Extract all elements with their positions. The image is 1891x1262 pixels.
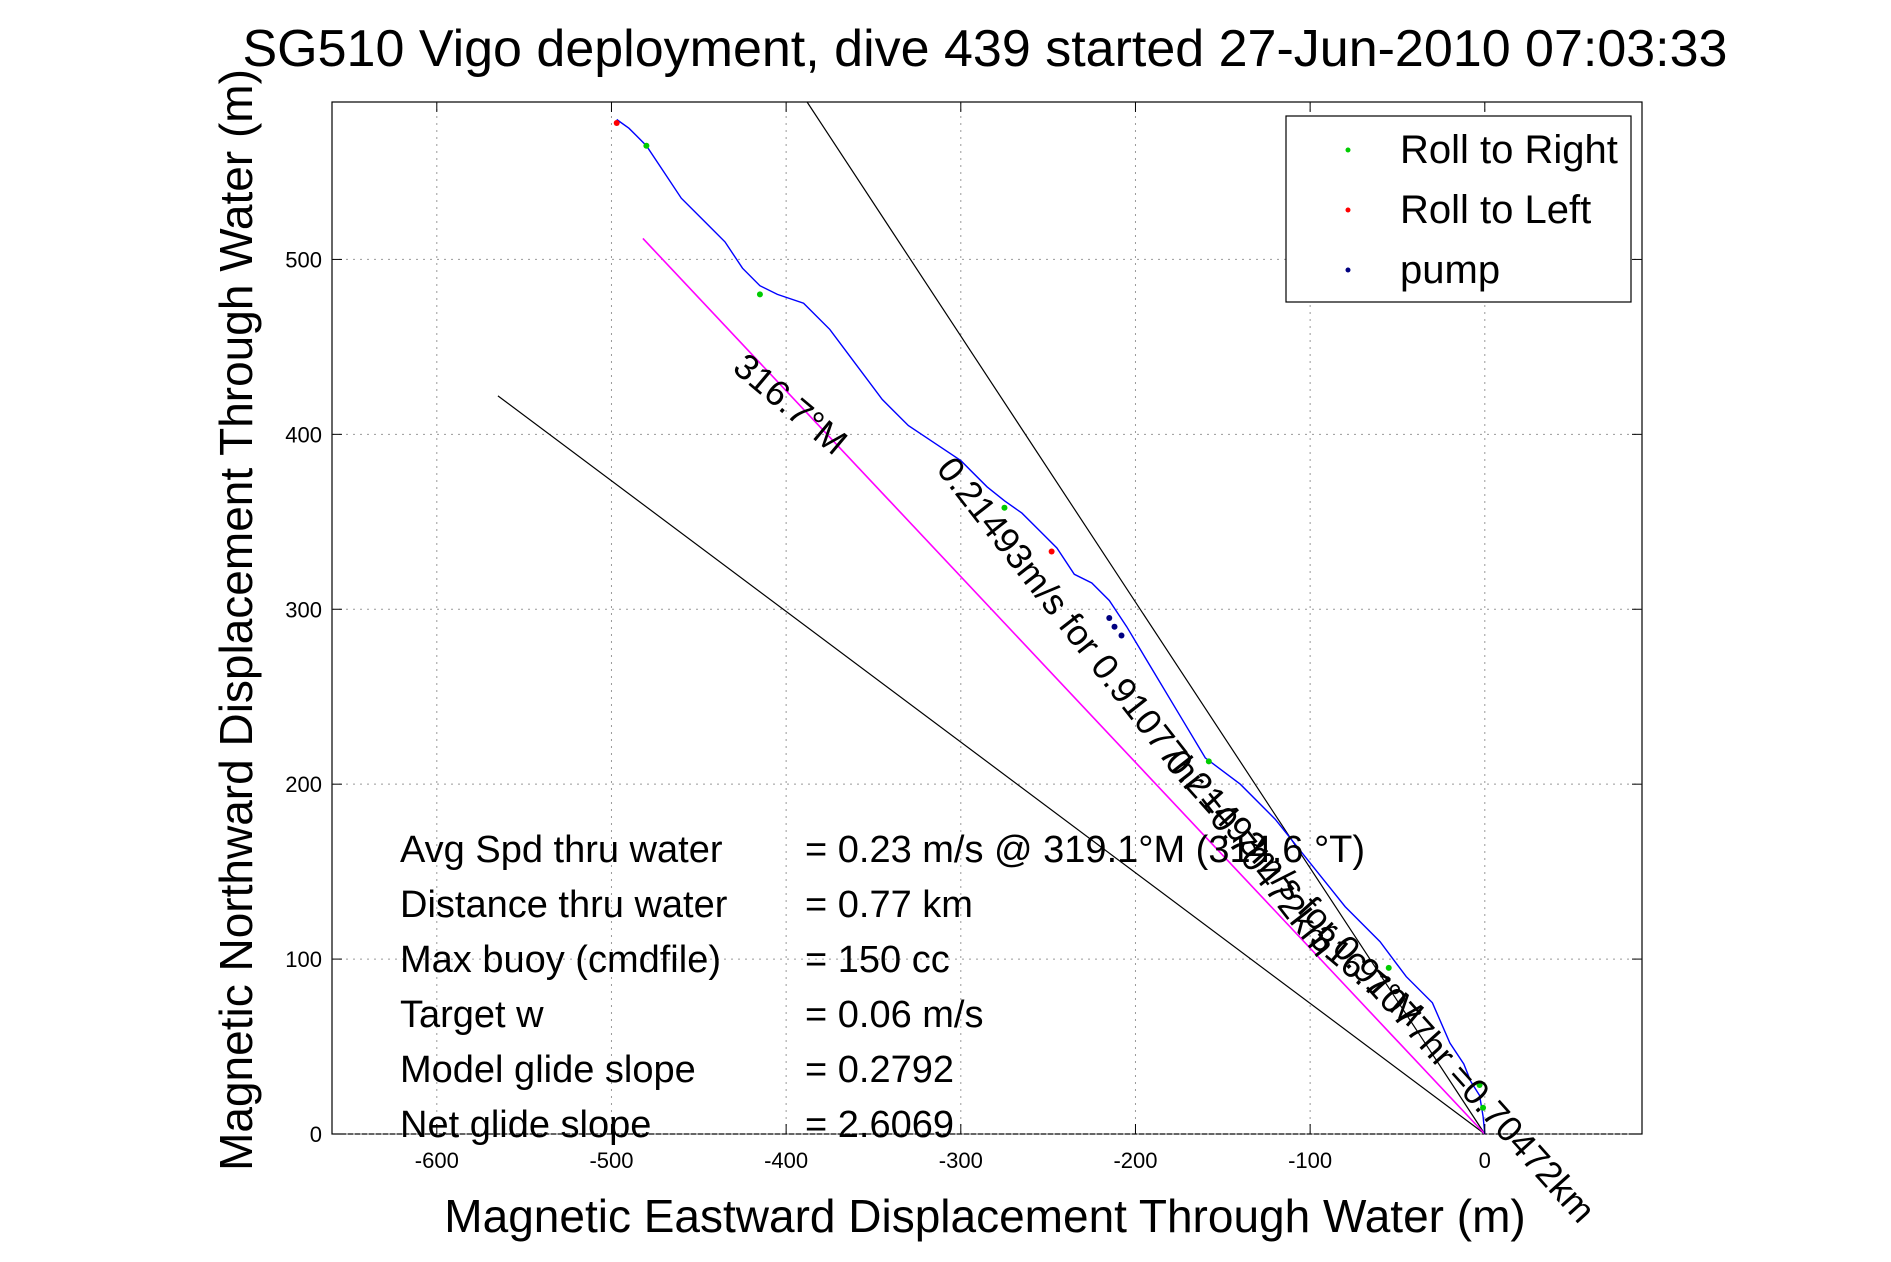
y-axis-ticks: 0 100 200 300 400 500 <box>285 247 1642 1147</box>
stat-label: Model glide slope <box>400 1049 696 1091</box>
stat-value: = 0.77 km <box>805 884 973 926</box>
x-tick-label: -400 <box>764 1148 808 1173</box>
y-tick-label: 0 <box>310 1122 322 1147</box>
stat-value: = 0.06 m/s <box>805 994 983 1036</box>
reference-line <box>806 101 1486 1135</box>
legend-marker <box>1345 207 1351 213</box>
x-tick-label: -600 <box>415 1148 459 1173</box>
legend-label: pump <box>1400 248 1500 292</box>
average-course-line <box>642 237 1486 1135</box>
y-tick-label: 100 <box>285 947 322 972</box>
y-axis-label: Magnetic Northward Displacement Through … <box>210 69 262 1171</box>
stat-label: Max buoy (cmdfile) <box>400 939 721 981</box>
roll-right-point <box>643 142 650 149</box>
event-markers <box>613 119 1487 1111</box>
stats-block: Avg Spd thru water = 0.23 m/s @ 319.1°M (… <box>400 829 1365 1146</box>
x-tick-label: -100 <box>1288 1148 1332 1173</box>
y-tick-label: 200 <box>285 772 322 797</box>
roll-right-point <box>1001 504 1008 511</box>
average-course-line-path <box>642 237 1486 1135</box>
legend-marker <box>1345 147 1351 153</box>
track-line <box>616 118 1486 1135</box>
x-tick-label: -500 <box>589 1148 633 1173</box>
chart-title: SG510 Vigo deployment, dive 439 started … <box>243 20 1728 78</box>
legend-label: Roll to Right <box>1400 128 1618 172</box>
legend: Roll to Right Roll to Left pump <box>1285 115 1632 303</box>
legend-marker <box>1345 267 1351 273</box>
stat-label: Avg Spd thru water <box>400 829 723 871</box>
y-tick-label: 500 <box>285 247 322 272</box>
pump-point <box>1111 623 1118 630</box>
stat-label: Distance thru water <box>400 884 728 926</box>
pump-point <box>1106 615 1113 621</box>
pump-point <box>1118 632 1125 639</box>
y-tick-label: 400 <box>285 422 322 447</box>
stat-value: = 2.6069 <box>805 1104 954 1146</box>
x-tick-label: -200 <box>1113 1148 1157 1173</box>
roll-right-point <box>1476 1082 1483 1089</box>
roll-left-point <box>613 119 620 126</box>
roll-left-point <box>1048 548 1055 555</box>
legend-box <box>1285 115 1632 303</box>
x-tick-label: 0 <box>1479 1148 1491 1173</box>
stat-value: = 150 cc <box>805 939 950 981</box>
stat-value: = 0.2792 <box>805 1049 954 1091</box>
roll-right-point <box>1205 758 1212 765</box>
roll-right-point <box>1385 964 1392 971</box>
reference-lines <box>497 101 1486 1135</box>
x-axis-ticks: -600 -500 -400 -300 -200 -100 0 <box>415 102 1491 1173</box>
reference-line <box>497 395 1486 1135</box>
roll-right-point <box>756 291 763 298</box>
x-tick-label: -300 <box>939 1148 983 1173</box>
legend-label: Roll to Left <box>1400 188 1591 232</box>
roll-right-point <box>1480 1104 1487 1111</box>
track-polyline <box>616 118 1486 1135</box>
stat-value: = 0.23 m/s @ 319.1°M (314.6 °T) <box>805 829 1365 871</box>
y-tick-label: 300 <box>285 597 322 622</box>
stat-label: Net glide slope <box>400 1104 651 1146</box>
stat-label: Target w <box>400 994 544 1036</box>
x-axis-label: Magnetic Eastward Displacement Through W… <box>444 1190 1525 1242</box>
